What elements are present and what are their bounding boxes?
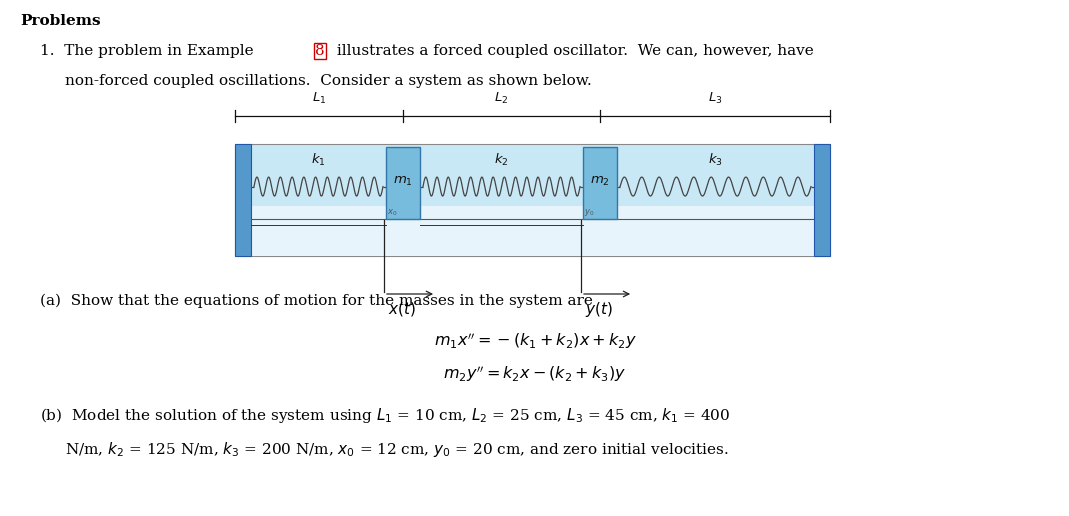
Text: $L_3$: $L_3$ [708, 91, 723, 106]
Text: Problems: Problems [20, 14, 100, 28]
Bar [583, 147, 617, 219]
Bar [386, 147, 420, 219]
Text: $L_1$: $L_1$ [312, 91, 326, 106]
Text: $x_0$: $x_0$ [387, 208, 398, 218]
Text: N/m, $k_2$ = 125 N/m, $k_3$ = 200 N/m, $x_0$ = 12 cm, $y_0$ = 20 cm, and zero in: N/m, $k_2$ = 125 N/m, $k_3$ = 200 N/m, $… [65, 440, 729, 459]
Text: $m_2$: $m_2$ [590, 175, 610, 188]
Text: (b)  Model the solution of the system using $L_1$ = 10 cm, $L_2$ = 25 cm, $L_3$ : (b) Model the solution of the system usi… [40, 406, 730, 425]
Bar [235, 144, 830, 256]
Bar [814, 144, 830, 256]
Text: 1.  The problem in Example: 1. The problem in Example [40, 44, 257, 58]
Text: $y_0$: $y_0$ [584, 207, 594, 218]
Text: non-forced coupled oscillations.  Consider a system as shown below.: non-forced coupled oscillations. Conside… [65, 74, 592, 88]
Text: $m_1$: $m_1$ [393, 175, 413, 188]
Text: $L_2$: $L_2$ [494, 91, 509, 106]
Bar [235, 205, 830, 256]
Text: $m_1x^{\prime\prime} = -(k_1 + k_2)x + k_2y$: $m_1x^{\prime\prime} = -(k_1 + k_2)x + k… [434, 331, 636, 351]
Text: $k_1$: $k_1$ [311, 152, 326, 168]
Bar [235, 144, 251, 256]
Text: $x(t)$: $x(t)$ [388, 300, 416, 318]
Text: (a)  Show that the equations of motion for the masses in the system are: (a) Show that the equations of motion fo… [40, 294, 593, 309]
Text: $m_2y^{\prime\prime} = k_2x - (k_2 + k_3)y$: $m_2y^{\prime\prime} = k_2x - (k_2 + k_3… [444, 364, 626, 384]
Text: $k_3$: $k_3$ [708, 152, 723, 168]
Text: illustrates a forced coupled oscillator.  We can, however, have: illustrates a forced coupled oscillator.… [332, 44, 815, 58]
Text: 8: 8 [315, 44, 325, 58]
Text: $y(t)$: $y(t)$ [585, 300, 613, 319]
Text: $k_2$: $k_2$ [494, 152, 509, 168]
